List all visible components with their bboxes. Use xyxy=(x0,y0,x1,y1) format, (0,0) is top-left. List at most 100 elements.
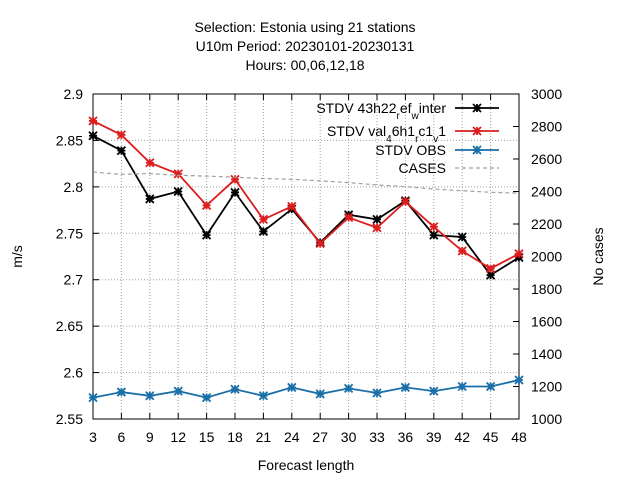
data-point xyxy=(201,230,212,240)
plot-frame xyxy=(92,93,520,420)
data-point xyxy=(372,214,382,224)
axis-ticks: 3 6 9 12 15 18 21 24 27 30 33 36 39 42 45 482.552.62.65… xyxy=(56,86,563,445)
data-point xyxy=(88,116,98,126)
legend-marker xyxy=(472,145,482,155)
y-tick-label: 2.6 xyxy=(64,365,84,381)
data-point xyxy=(230,384,240,394)
data-point xyxy=(116,146,127,156)
y-axis-label: m/s xyxy=(9,245,25,268)
y-tick-label: 2.75 xyxy=(56,225,83,241)
series-1 xyxy=(88,116,524,274)
data-point xyxy=(258,391,269,401)
data-point xyxy=(429,386,439,396)
series-line xyxy=(92,120,520,270)
y-tick-label: 2.9 xyxy=(64,86,84,102)
y2-tick-label: 2000 xyxy=(531,249,562,265)
data-point xyxy=(400,197,411,207)
data-point xyxy=(230,187,240,198)
data-point xyxy=(372,388,382,398)
series xyxy=(88,116,524,403)
data-point xyxy=(258,214,269,224)
y2-tick-label: 2800 xyxy=(531,119,562,135)
y2-tick-label: 1600 xyxy=(531,314,562,330)
data-point xyxy=(230,174,240,185)
x-tick-label: 30 xyxy=(341,429,357,445)
data-point xyxy=(485,381,496,392)
y-tick-label: 2.65 xyxy=(56,318,83,334)
data-point xyxy=(201,200,212,211)
legend-entry: STDV OBS xyxy=(375,142,499,158)
grid xyxy=(93,94,519,419)
y2-tick-label: 2600 xyxy=(531,151,562,167)
data-point xyxy=(116,387,127,397)
x-tick-label: 48 xyxy=(511,429,527,445)
data-point xyxy=(88,393,98,403)
y2-tick-label: 2400 xyxy=(531,184,562,200)
x-tick-label: 42 xyxy=(454,429,470,445)
legend-marker xyxy=(472,103,482,113)
series-2 xyxy=(88,375,524,403)
legend-label: STDV 43h22refwinter xyxy=(316,100,446,122)
series-line xyxy=(92,379,520,399)
x-tick-label: 39 xyxy=(426,429,442,445)
data-point xyxy=(457,246,467,256)
data-point xyxy=(514,249,524,259)
legend-label: CASES xyxy=(399,160,446,176)
data-point xyxy=(372,223,382,233)
data-point xyxy=(145,391,155,401)
x-axis-label: Forecast length xyxy=(258,457,355,473)
x-tick-label: 9 xyxy=(146,429,154,445)
x-tick-label: 6 xyxy=(118,429,126,445)
chart-title: Selection: Estonia using 21 stations U10m… xyxy=(194,19,415,73)
data-point xyxy=(258,226,269,237)
data-point xyxy=(400,382,411,393)
y-tick-label: 2.55 xyxy=(56,411,83,427)
data-point xyxy=(343,383,354,393)
series-line xyxy=(92,135,520,277)
data-point xyxy=(343,212,354,223)
data-point xyxy=(173,186,183,197)
y2-tick-label: 3000 xyxy=(531,86,562,102)
title-line: Hours: 00,06,12,18 xyxy=(245,57,364,73)
legend-marker xyxy=(472,126,482,136)
legend-entry: STDV 43h22refwinter xyxy=(316,100,499,122)
y2-tick-label: 1200 xyxy=(531,379,562,395)
data-point xyxy=(315,389,325,399)
data-point xyxy=(429,222,439,232)
x-tick-label: 21 xyxy=(256,429,272,445)
title-line: Selection: Estonia using 21 stations xyxy=(194,19,415,35)
x-tick-label: 12 xyxy=(170,429,186,445)
y-tick-label: 2.85 xyxy=(56,132,83,148)
x-tick-label: 45 xyxy=(483,429,499,445)
series-0 xyxy=(88,131,524,280)
y-tick-label: 2.8 xyxy=(64,179,84,195)
data-point xyxy=(173,386,183,396)
y2-tick-label: 1400 xyxy=(531,346,562,362)
data-point xyxy=(315,238,325,249)
y2-tick-label: 1800 xyxy=(531,281,562,297)
y2-tick-label: 2200 xyxy=(531,216,562,232)
data-point xyxy=(485,263,496,274)
y2-axis-label: No cases xyxy=(590,227,606,285)
legend-label: STDV OBS xyxy=(375,142,446,158)
title-line: U10m Period: 20230101-20230131 xyxy=(196,38,415,54)
data-point xyxy=(116,130,127,140)
x-tick-label: 3 xyxy=(89,429,97,445)
data-point xyxy=(457,232,467,242)
legend-entry: STDV val46h1rc1v1 xyxy=(327,123,499,145)
data-point xyxy=(201,393,212,403)
y-tick-label: 2.7 xyxy=(64,272,84,288)
x-tick-label: 33 xyxy=(369,429,385,445)
y2-tick-label: 1000 xyxy=(531,411,562,427)
legend-entry: CASES xyxy=(399,160,499,176)
series-3 xyxy=(92,171,520,194)
data-point xyxy=(287,382,297,393)
data-point xyxy=(287,201,297,211)
data-point xyxy=(429,230,439,240)
x-tick-label: 27 xyxy=(312,429,328,445)
data-point xyxy=(514,375,524,385)
data-point xyxy=(485,270,496,280)
data-point xyxy=(88,131,98,141)
